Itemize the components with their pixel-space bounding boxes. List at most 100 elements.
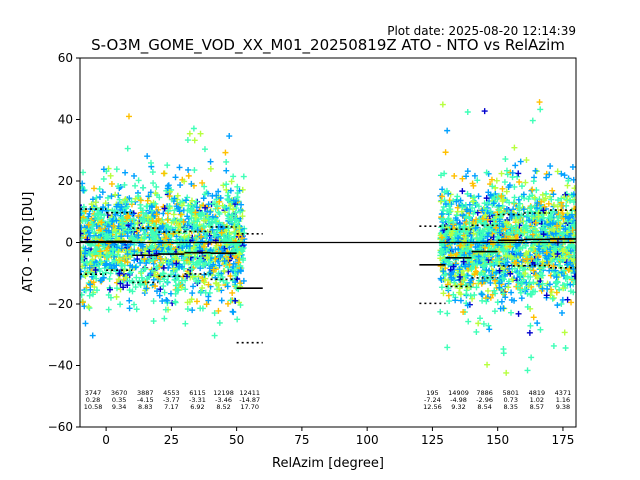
- scatter-point: [225, 197, 232, 204]
- scatter-point: [205, 201, 212, 208]
- y-tick-label: −40: [48, 359, 73, 373]
- scatter-point: [89, 196, 96, 203]
- scatter-point: [166, 203, 173, 210]
- scatter-point: [205, 293, 212, 300]
- scatter-point: [226, 261, 233, 268]
- scatter-point: [93, 275, 100, 282]
- scatter-point: [234, 276, 241, 283]
- scatter-point: [184, 194, 191, 201]
- scatter-point: [177, 182, 184, 189]
- scatter-point: [113, 268, 120, 275]
- y-tick-label: 60: [58, 51, 73, 65]
- scatter-point: [121, 181, 128, 188]
- scatter-point: [124, 259, 131, 266]
- scatter-point: [132, 284, 139, 291]
- scatter-point: [99, 189, 106, 196]
- scatter-point: [228, 178, 235, 185]
- scatter-point: [161, 205, 168, 212]
- scatter-point: [92, 199, 99, 206]
- scatter-point: [222, 209, 229, 216]
- scatter-point: [84, 268, 91, 275]
- scatter-point: [137, 197, 144, 204]
- scatter-point: [93, 194, 100, 201]
- scatter-point: [215, 307, 222, 314]
- x-tick-label: 0: [102, 433, 110, 447]
- scatter-point: [131, 172, 138, 179]
- scatter-point: [224, 300, 231, 307]
- scatter-point: [200, 223, 207, 230]
- scatter-point: [232, 209, 239, 216]
- y-tick-label: −60: [48, 420, 73, 434]
- scatter-point: [232, 272, 239, 279]
- scatter-point: [107, 294, 114, 301]
- scatter-point: [177, 235, 184, 242]
- scatter-point: [185, 202, 192, 209]
- scatter-point: [124, 282, 131, 289]
- scatter-point: [116, 196, 123, 203]
- scatter-point: [154, 288, 161, 295]
- scatter-point: [160, 259, 167, 266]
- scatter-point: [230, 260, 237, 267]
- y-tick-label: 40: [58, 113, 73, 127]
- scatter-point: [182, 286, 189, 293]
- scatter-point: [191, 167, 198, 174]
- scatter-point: [192, 209, 199, 216]
- scatter-point: [136, 277, 143, 284]
- x-tick-label: 25: [164, 433, 179, 447]
- bin-std-label: 9.38: [556, 403, 570, 411]
- scatter-point: [199, 285, 206, 292]
- scatter-point: [162, 306, 169, 313]
- x-tick-label: 125: [421, 433, 444, 447]
- scatter-point: [214, 233, 221, 240]
- scatter-point: [164, 216, 171, 223]
- y-tick-label: −20: [48, 297, 73, 311]
- scatter-point: [170, 265, 177, 272]
- scatter-point: [143, 260, 150, 267]
- scatter-point: [215, 258, 222, 265]
- scatter-point: [157, 286, 164, 293]
- scatter-point: [188, 197, 195, 204]
- scatter-point: [207, 269, 214, 276]
- scatter-point: [175, 222, 182, 229]
- y-axis: −60 −40 −20 0 20 40 60: [48, 51, 80, 434]
- scatter-point: [196, 244, 203, 251]
- scatter-point: [87, 281, 94, 288]
- scatter-point: [221, 204, 228, 211]
- scatter-point: [224, 283, 231, 290]
- scatter-point: [207, 165, 214, 172]
- scatter-point: [234, 316, 241, 323]
- scatter-point: [135, 212, 142, 219]
- scatter-point: [176, 236, 183, 243]
- scatter-point: [193, 278, 200, 285]
- scatter-point: [83, 216, 90, 223]
- scatter-point: [170, 211, 177, 218]
- scatter-point: [117, 301, 124, 308]
- scatter-point: [193, 298, 200, 305]
- scatter-point: [228, 212, 235, 219]
- bin-std-label: 6.92: [190, 403, 204, 411]
- x-axis-label: RelAzim [degree]: [272, 456, 384, 471]
- scatter-point: [201, 271, 208, 278]
- scatter-point: [100, 175, 107, 182]
- scatter-point: [188, 208, 195, 215]
- scatter-point: [165, 182, 172, 189]
- scatter-point: [223, 186, 230, 193]
- scatter-point: [189, 290, 196, 297]
- scatter-point: [124, 233, 131, 240]
- scatter-point: [105, 306, 112, 313]
- scatter-point: [161, 289, 168, 296]
- scatter-point: [137, 280, 144, 287]
- scatter-point: [224, 196, 231, 203]
- scatter-point: [208, 236, 215, 243]
- scatter-point: [127, 262, 134, 269]
- scatter-point: [215, 188, 222, 195]
- scatter-point: [160, 283, 167, 290]
- scatter-point: [134, 220, 141, 227]
- x-tick-label: 50: [229, 433, 244, 447]
- scatter-point: [237, 208, 244, 215]
- x-axis: 0 25 50 75 100 125 150 175: [102, 427, 574, 447]
- scatter-point: [124, 243, 131, 250]
- bin-std-label: 10.58: [84, 403, 103, 411]
- scatter-point: [215, 272, 222, 279]
